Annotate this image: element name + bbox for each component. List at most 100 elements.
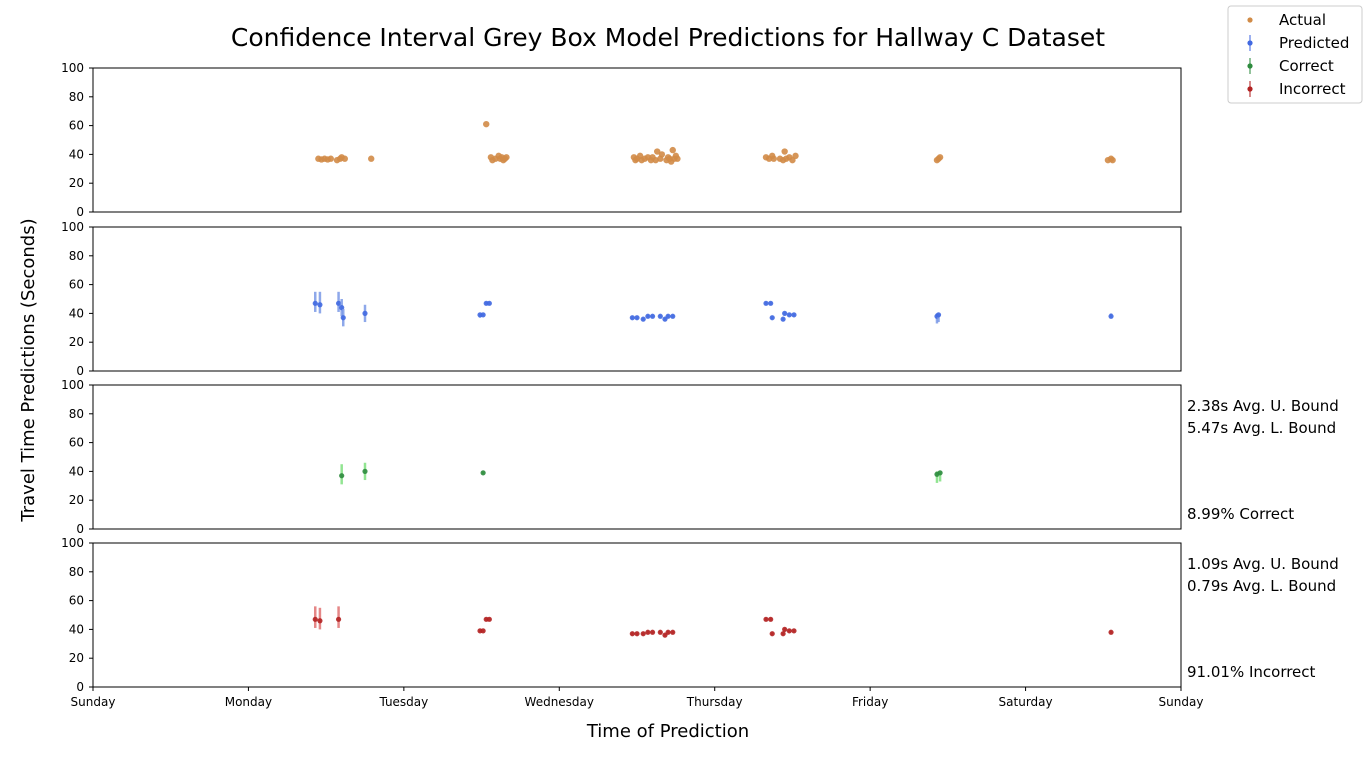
data-point xyxy=(480,628,486,634)
annotation: 0.79s Avg. L. Bound xyxy=(1187,577,1336,595)
data-point xyxy=(339,473,345,479)
y-tick-label: 20 xyxy=(69,335,84,349)
x-tick-label: Thursday xyxy=(686,695,743,709)
y-tick-label: 40 xyxy=(69,306,84,320)
y-tick-label: 40 xyxy=(69,464,84,478)
data-point xyxy=(640,316,646,322)
y-axis-label: Travel Time Predictions (Seconds) xyxy=(18,218,39,522)
y-tick-label: 20 xyxy=(69,176,84,190)
y-tick-label: 80 xyxy=(69,565,84,579)
panels: 0204060801000204060801000204060801002.38… xyxy=(61,61,1339,709)
panel-actual: 0 20 40 60 80 100 xyxy=(61,61,1182,219)
data-point xyxy=(665,629,671,635)
annotation: 2.38s Avg. U. Bound xyxy=(1187,397,1339,415)
data-point xyxy=(936,154,944,161)
y-tick-label: 100 xyxy=(61,378,84,392)
x-tick-label: Saturday xyxy=(999,695,1053,709)
y-tick-label: 80 xyxy=(69,90,84,104)
data-point xyxy=(645,629,651,635)
panel-frame xyxy=(92,67,1182,213)
legend-label: Correct xyxy=(1279,57,1334,75)
data-point xyxy=(1108,313,1114,319)
data-series-correct xyxy=(339,462,943,485)
legend-marker xyxy=(1247,63,1253,69)
y-tick-label: 0 xyxy=(76,680,84,694)
data-point xyxy=(768,616,774,622)
data-point xyxy=(645,313,651,319)
legend: Actual Predicted Correct Incorrect xyxy=(1227,5,1363,104)
data-series-actual xyxy=(315,120,1116,165)
data-point xyxy=(935,312,942,318)
panel-correct: 0 20 40 60 80 100 2.38s Avg. U. Bound 5.47s Avg… xyxy=(61,378,1339,536)
data-point xyxy=(317,618,323,624)
data-point xyxy=(649,313,656,319)
y-tick-label: 0 xyxy=(76,364,84,378)
data-point xyxy=(658,151,666,158)
data-point xyxy=(665,313,671,319)
y-tick-label: 60 xyxy=(69,436,84,450)
data-point xyxy=(937,470,943,476)
y-tick-label: 60 xyxy=(69,594,84,608)
data-point xyxy=(327,155,335,162)
data-point xyxy=(368,155,375,162)
y-tick-label: 60 xyxy=(69,278,84,292)
x-tick-label: Sunday xyxy=(71,695,116,709)
data-point xyxy=(782,626,788,633)
data-point xyxy=(780,316,786,322)
data-point xyxy=(486,616,492,622)
data-point xyxy=(786,312,792,318)
data-point xyxy=(483,120,490,128)
panel-frame xyxy=(92,384,1182,530)
data-point xyxy=(1109,156,1116,164)
data-series-predicted xyxy=(312,291,1114,327)
data-point xyxy=(657,313,663,319)
data-point xyxy=(669,146,676,154)
data-point xyxy=(781,148,788,155)
legend-item-correct: Correct xyxy=(1247,57,1334,75)
y-tick-label: 100 xyxy=(61,220,84,234)
data-point xyxy=(770,155,777,162)
y-tick-label: 40 xyxy=(69,147,84,161)
data-point xyxy=(312,300,318,306)
x-tick-label: Monday xyxy=(225,695,272,709)
data-point xyxy=(654,148,661,155)
data-point xyxy=(634,631,640,637)
data-point xyxy=(649,629,656,635)
legend-label: Predicted xyxy=(1279,34,1349,52)
annotation: 5.47s Avg. L. Bound xyxy=(1187,419,1336,437)
data-point xyxy=(791,628,797,634)
annotation: 1.09s Avg. U. Bound xyxy=(1187,555,1339,573)
legend-item-incorrect: Incorrect xyxy=(1247,80,1346,98)
y-tick-label: 0 xyxy=(76,205,84,219)
legend-item-actual: Actual xyxy=(1247,11,1326,29)
data-series-incorrect xyxy=(312,606,1114,638)
data-point xyxy=(786,628,792,634)
data-point xyxy=(674,155,681,162)
panel-frame xyxy=(92,542,1182,688)
data-point xyxy=(634,315,640,321)
y-tick-label: 20 xyxy=(69,493,84,507)
data-point xyxy=(640,631,646,637)
data-point xyxy=(769,315,775,321)
x-axis-label: Time of Prediction xyxy=(586,721,749,742)
data-point xyxy=(792,152,799,160)
x-tick-label: Wednesday xyxy=(525,695,594,709)
data-point xyxy=(769,631,775,637)
legend-marker xyxy=(1247,86,1253,92)
data-point xyxy=(657,629,663,635)
data-point xyxy=(486,300,492,306)
annotation: 8.99% Correct xyxy=(1187,505,1294,523)
annotation: 91.01% Incorrect xyxy=(1187,663,1316,681)
panel-incorrect: 0 20 40 60 80 100 Sunday Monday Tuesday Wednesday… xyxy=(61,536,1339,709)
data-point xyxy=(1108,629,1114,635)
data-point xyxy=(670,629,676,635)
x-tick-label: Tuesday xyxy=(378,695,428,709)
y-tick-label: 60 xyxy=(69,119,84,133)
y-tick-label: 100 xyxy=(61,61,84,75)
panel-frame xyxy=(92,226,1182,372)
data-point xyxy=(629,631,635,637)
chart-title: Confidence Interval Grey Box Model Predi… xyxy=(231,23,1105,52)
data-point xyxy=(362,468,368,474)
data-point xyxy=(480,312,486,318)
